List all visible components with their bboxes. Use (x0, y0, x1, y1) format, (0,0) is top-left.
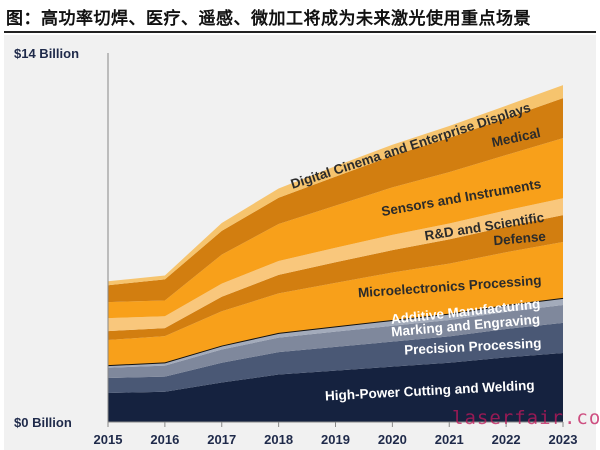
watermark: laserfair.com (452, 407, 600, 429)
area-digital-cinema-and-enterprise-displays (108, 85, 563, 286)
area-r-d-and-scientific (108, 198, 563, 332)
title-underline (4, 31, 596, 33)
x-tick-label: 2016 (150, 432, 179, 447)
chart-title: 图：高功率切焊、医疗、遥感、微加工将成为未来激光使用重点场景 (6, 9, 531, 29)
x-tick-label: 2022 (492, 432, 521, 447)
x-tick-label: 2015 (94, 432, 123, 447)
area-high-power-cutting-and-welding (108, 352, 563, 422)
area-precision-processing (108, 322, 563, 394)
x-tick-labels: 2015 2016 2017 2018 2019 2020 2021 2022 2023 (94, 422, 578, 447)
x-tick-label: 2018 (264, 432, 293, 447)
area-medical (108, 98, 563, 303)
y-tick-label-max: $14 Billion (14, 46, 79, 61)
label-precision: Precision Processing (404, 335, 542, 357)
y-tick-label-min: $0 Billion (14, 415, 72, 430)
area-marking-and-engraving (108, 304, 563, 378)
label-defense: Defense (493, 229, 547, 249)
x-tick-label: 2021 (435, 432, 464, 447)
area-layers (107, 85, 564, 422)
x-tick-label: 2020 (378, 432, 407, 447)
area-additive-manufacturing (108, 297, 563, 368)
x-tick-label: 2019 (321, 432, 350, 447)
x-tick-label: 2017 (207, 432, 236, 447)
area-sensors-and-instruments (108, 138, 563, 319)
area-defense (108, 215, 563, 341)
area-microelectronics-processing (108, 241, 563, 366)
x-tick-label: 2023 (549, 432, 578, 447)
